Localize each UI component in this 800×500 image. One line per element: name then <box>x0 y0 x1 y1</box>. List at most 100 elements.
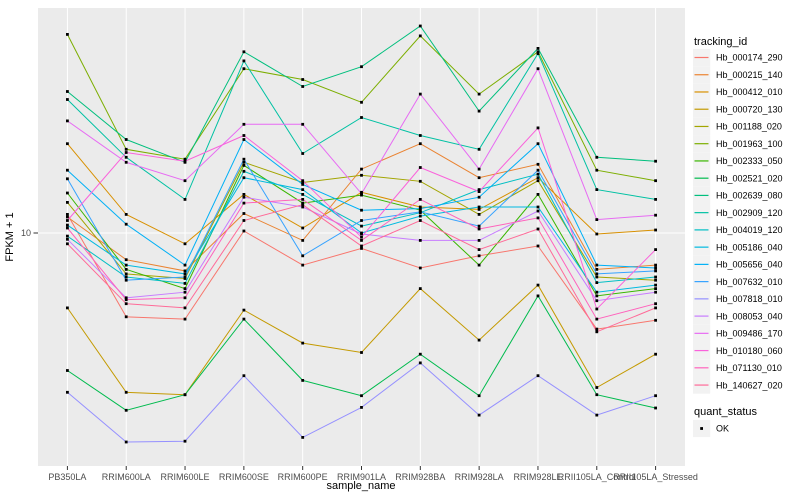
data-point <box>536 142 540 146</box>
data-point <box>536 176 540 180</box>
data-point <box>536 283 540 287</box>
data-point <box>536 179 540 183</box>
data-point <box>301 205 305 209</box>
data-point <box>124 258 128 262</box>
data-point <box>183 296 187 300</box>
data-point <box>124 268 128 271</box>
data-point <box>124 147 128 151</box>
data-point <box>124 138 128 141</box>
data-point <box>360 235 363 239</box>
data-point <box>536 126 540 130</box>
data-point <box>301 78 305 81</box>
data-point <box>654 352 657 356</box>
data-point <box>595 275 599 279</box>
data-point <box>477 208 481 211</box>
legend-label-Hb_008053_040: Hb_008053_040 <box>716 311 783 321</box>
data-point <box>595 386 599 389</box>
data-point <box>301 203 305 207</box>
legend-label-Hb_007632_010: Hb_007632_010 <box>716 277 783 287</box>
data-point <box>477 147 481 151</box>
data-point <box>66 191 69 195</box>
data-point <box>242 193 246 196</box>
data-point <box>242 160 246 164</box>
data-point <box>301 85 305 88</box>
data-point <box>183 287 187 290</box>
data-point <box>183 317 187 321</box>
data-point <box>301 263 305 267</box>
data-point <box>477 338 481 342</box>
data-point <box>477 205 481 209</box>
data-point <box>654 406 657 410</box>
x-tick-label-RRIM928LA: RRIM928LA <box>455 472 504 482</box>
x-tick-label-RRIM600PE: RRIM600PE <box>278 472 328 482</box>
data-point <box>360 351 363 354</box>
data-point <box>360 239 363 242</box>
data-point <box>301 152 305 155</box>
legend-label-Hb_000174_290: Hb_000174_290 <box>716 53 783 63</box>
data-point <box>66 213 69 216</box>
data-point <box>360 190 363 194</box>
data-point <box>242 195 246 199</box>
data-point <box>124 222 128 226</box>
data-point <box>536 374 540 378</box>
data-point <box>124 296 128 300</box>
data-point <box>183 157 187 161</box>
data-point <box>477 109 481 113</box>
data-point <box>418 361 422 365</box>
data-point <box>242 201 246 205</box>
data-point <box>242 164 246 167</box>
data-point <box>654 228 657 232</box>
data-point <box>595 327 599 331</box>
data-point <box>66 98 69 101</box>
data-point <box>301 379 305 382</box>
y-axis-title: FPKM + 1 <box>4 212 16 261</box>
data-point <box>536 294 540 298</box>
data-point <box>595 330 599 334</box>
data-point <box>124 298 128 302</box>
data-point <box>477 413 481 417</box>
data-point <box>301 122 305 126</box>
x-axis-title: sample_name <box>326 480 395 492</box>
data-point <box>654 306 657 310</box>
data-point <box>477 263 481 267</box>
data-point <box>595 268 599 271</box>
data-point <box>477 176 481 180</box>
data-point <box>242 59 246 63</box>
data-point <box>301 254 305 258</box>
data-point <box>536 67 540 71</box>
data-point <box>242 176 246 180</box>
gridlines <box>38 8 685 466</box>
legend-label-Hb_001963_100: Hb_001963_100 <box>716 139 783 149</box>
legend-label-Hb_002521_020: Hb_002521_020 <box>716 173 783 183</box>
data-point <box>66 90 69 93</box>
data-point <box>360 192 363 196</box>
data-point <box>183 290 187 294</box>
data-point <box>477 195 481 199</box>
data-point <box>595 413 599 417</box>
data-point <box>418 134 422 137</box>
data-point <box>595 294 599 298</box>
data-point <box>124 408 128 412</box>
data-point <box>418 208 422 212</box>
data-point <box>242 374 246 378</box>
legend-label-Hb_000215_140: Hb_000215_140 <box>716 70 783 80</box>
x-tick-label-RRIM600SE: RRIM600SE <box>219 472 269 482</box>
data-point <box>183 272 187 276</box>
data-point <box>183 179 187 183</box>
data-point <box>477 394 481 398</box>
quant-ok-label: OK <box>716 424 729 434</box>
data-point <box>124 151 128 154</box>
data-point <box>654 302 657 306</box>
data-point <box>536 52 540 55</box>
data-point <box>595 218 599 221</box>
x-tick-label-RRIM928LE: RRIM928LE <box>513 472 562 482</box>
data-point <box>418 142 422 146</box>
data-point <box>595 188 599 191</box>
legend-label-Hb_140627_020: Hb_140627_020 <box>716 380 783 390</box>
data-point <box>477 190 481 193</box>
data-point <box>124 275 128 279</box>
data-point <box>654 263 657 267</box>
quant-ok-marker-icon <box>700 427 703 430</box>
data-point <box>477 213 481 216</box>
data-point <box>654 290 657 294</box>
